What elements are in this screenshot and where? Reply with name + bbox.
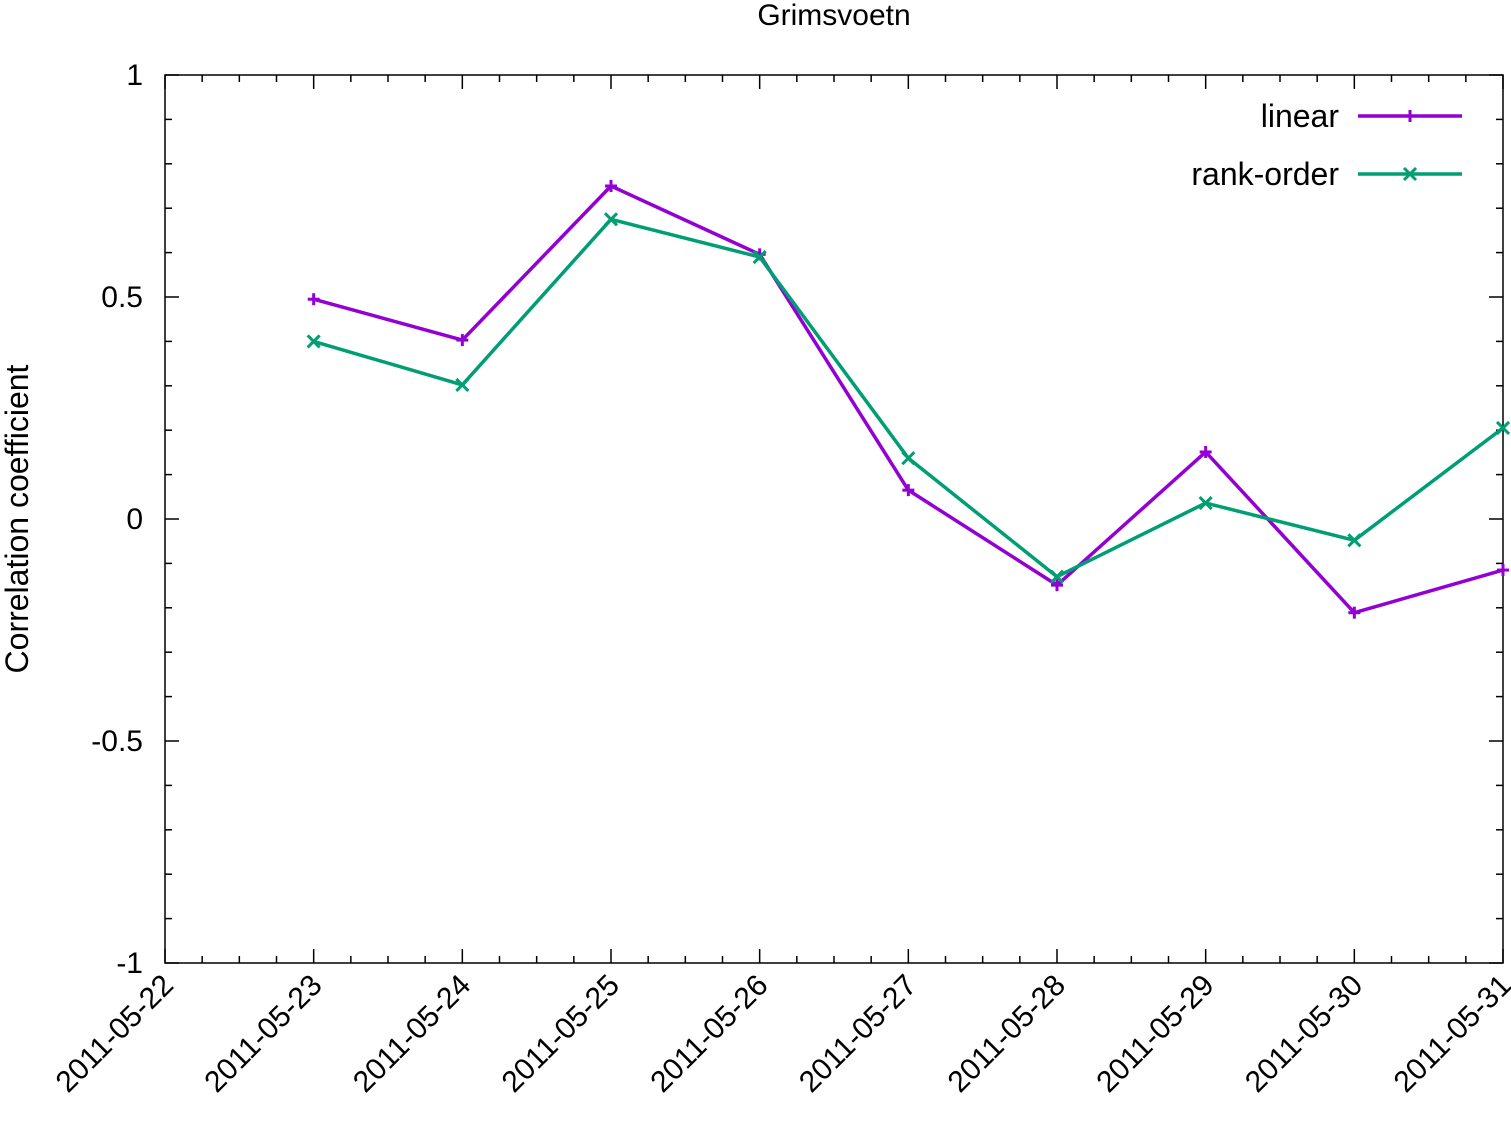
- data-point-linear: [1348, 606, 1361, 619]
- x-tick-label: 2011-05-31: [1388, 969, 1511, 1099]
- data-point-linear: [1497, 564, 1509, 577]
- data-point-linear: [605, 180, 617, 192]
- x-tick-label: 2011-05-28: [942, 969, 1072, 1099]
- y-axis-label: Correlation coefficient: [0, 364, 35, 673]
- series-line-linear: [313, 184, 1504, 615]
- data-point-linear: [456, 334, 469, 347]
- legend-entry-linear: linear: [1261, 98, 1462, 134]
- y-tick-label: -0.5: [91, 725, 143, 758]
- data-point-rank-order: [1347, 533, 1362, 548]
- x-tick-label: 2011-05-24: [347, 969, 477, 1099]
- y-tick-label: 1: [126, 59, 143, 92]
- data-point-rank-order: [306, 334, 321, 349]
- series-linear: [307, 180, 1509, 619]
- data-point-rank-order: [1049, 569, 1065, 584]
- plot-border: [164, 74, 1504, 964]
- y-tick-label: -1: [116, 947, 143, 980]
- x-tick-label: 2011-05-27: [793, 969, 923, 1099]
- series-rank-order: [306, 212, 1511, 584]
- data-point-linear: [1199, 445, 1212, 458]
- y-tick-label: 0: [126, 503, 143, 536]
- series-layer: [306, 180, 1511, 619]
- legend-label: linear: [1261, 98, 1340, 134]
- data-point-linear: [307, 293, 320, 306]
- series-line-rank-order: [313, 217, 1505, 579]
- legend: linear rank-order: [1191, 98, 1462, 192]
- x-tick-label: 2011-05-29: [1090, 969, 1220, 1099]
- data-point-linear: [1051, 579, 1063, 592]
- legend-label: rank-order: [1191, 156, 1339, 192]
- data-point-linear: [902, 484, 915, 497]
- legend-marker: [1404, 110, 1416, 122]
- legend-marker: [1402, 166, 1418, 182]
- y-tick-label: 0.5: [101, 281, 143, 314]
- data-point-rank-order: [752, 249, 767, 265]
- data-point-rank-order: [1495, 420, 1511, 436]
- data-point-rank-order: [455, 377, 470, 392]
- data-point-rank-order: [603, 212, 619, 227]
- x-tick-label: 2011-05-25: [496, 969, 626, 1099]
- chart-title: Grimsvoetn: [757, 0, 910, 32]
- legend-entry-rank-order: rank-order: [1191, 156, 1462, 192]
- x-tick-label: 2011-05-23: [198, 969, 328, 1099]
- data-point-rank-order: [1198, 495, 1213, 511]
- x-tick-label: 2011-05-30: [1239, 969, 1369, 1099]
- x-tick-label: 2011-05-22: [50, 969, 180, 1099]
- data-point-rank-order: [901, 451, 916, 466]
- x-tick-label: 2011-05-26: [644, 969, 774, 1099]
